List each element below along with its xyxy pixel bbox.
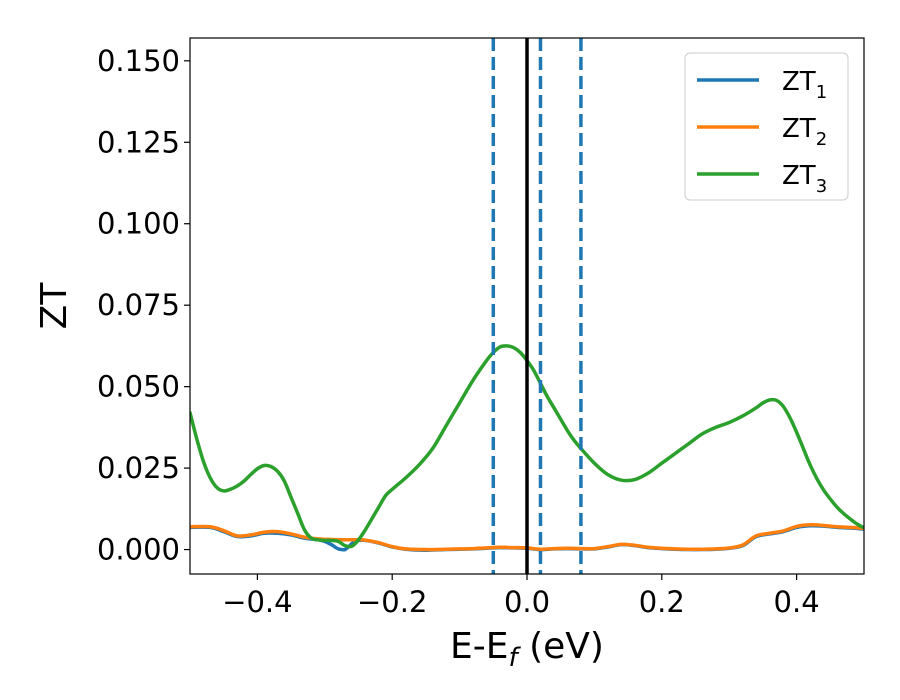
y-axis-ticks: 0.000 0.025 0.050 0.075 0.100 0.125 0.150 <box>97 44 190 567</box>
legend-box <box>684 52 849 201</box>
y-axis-label: ZT <box>34 282 75 330</box>
legend-label-main: ZT <box>782 114 816 144</box>
legend-label-main: ZT <box>782 67 816 97</box>
x-tick-label: −0.2 <box>357 585 427 619</box>
legend-label-main: ZT <box>782 161 816 191</box>
legend-label-zt3: ZT3 <box>782 161 827 197</box>
legend-label-subscript: 3 <box>816 176 827 197</box>
legend-label-zt1: ZT1 <box>782 67 827 103</box>
y-tick-label: 0.075 <box>97 288 180 322</box>
legend-label-subscript: 2 <box>816 129 827 150</box>
x-tick-label: 0.4 <box>774 585 820 619</box>
y-tick-label: 0.000 <box>97 533 180 567</box>
x-axis-label-unit: (eV) <box>518 626 604 667</box>
series-line-zt3 <box>190 344 864 549</box>
x-axis-label-main: E-E <box>450 626 508 667</box>
series-line-zt2 <box>190 523 864 552</box>
y-tick-label: 0.050 <box>97 370 180 404</box>
y-tick-label: 0.125 <box>97 125 180 159</box>
x-tick-label: −0.4 <box>222 585 292 619</box>
legend-label-subscript: 1 <box>816 82 827 103</box>
y-tick-label: 0.025 <box>97 451 180 485</box>
x-axis-label: E-Ef (eV) <box>450 626 604 673</box>
x-axis-ticks: −0.4 −0.2 0.0 0.2 0.4 <box>222 574 820 619</box>
legend-label-zt2: ZT2 <box>782 114 827 150</box>
x-tick-label: 0.0 <box>504 585 550 619</box>
vertical-lines <box>491 38 583 574</box>
y-tick-label: 0.150 <box>97 44 180 78</box>
y-tick-label: 0.100 <box>97 207 180 241</box>
series-layer <box>190 344 864 552</box>
x-tick-label: 0.2 <box>639 585 685 619</box>
